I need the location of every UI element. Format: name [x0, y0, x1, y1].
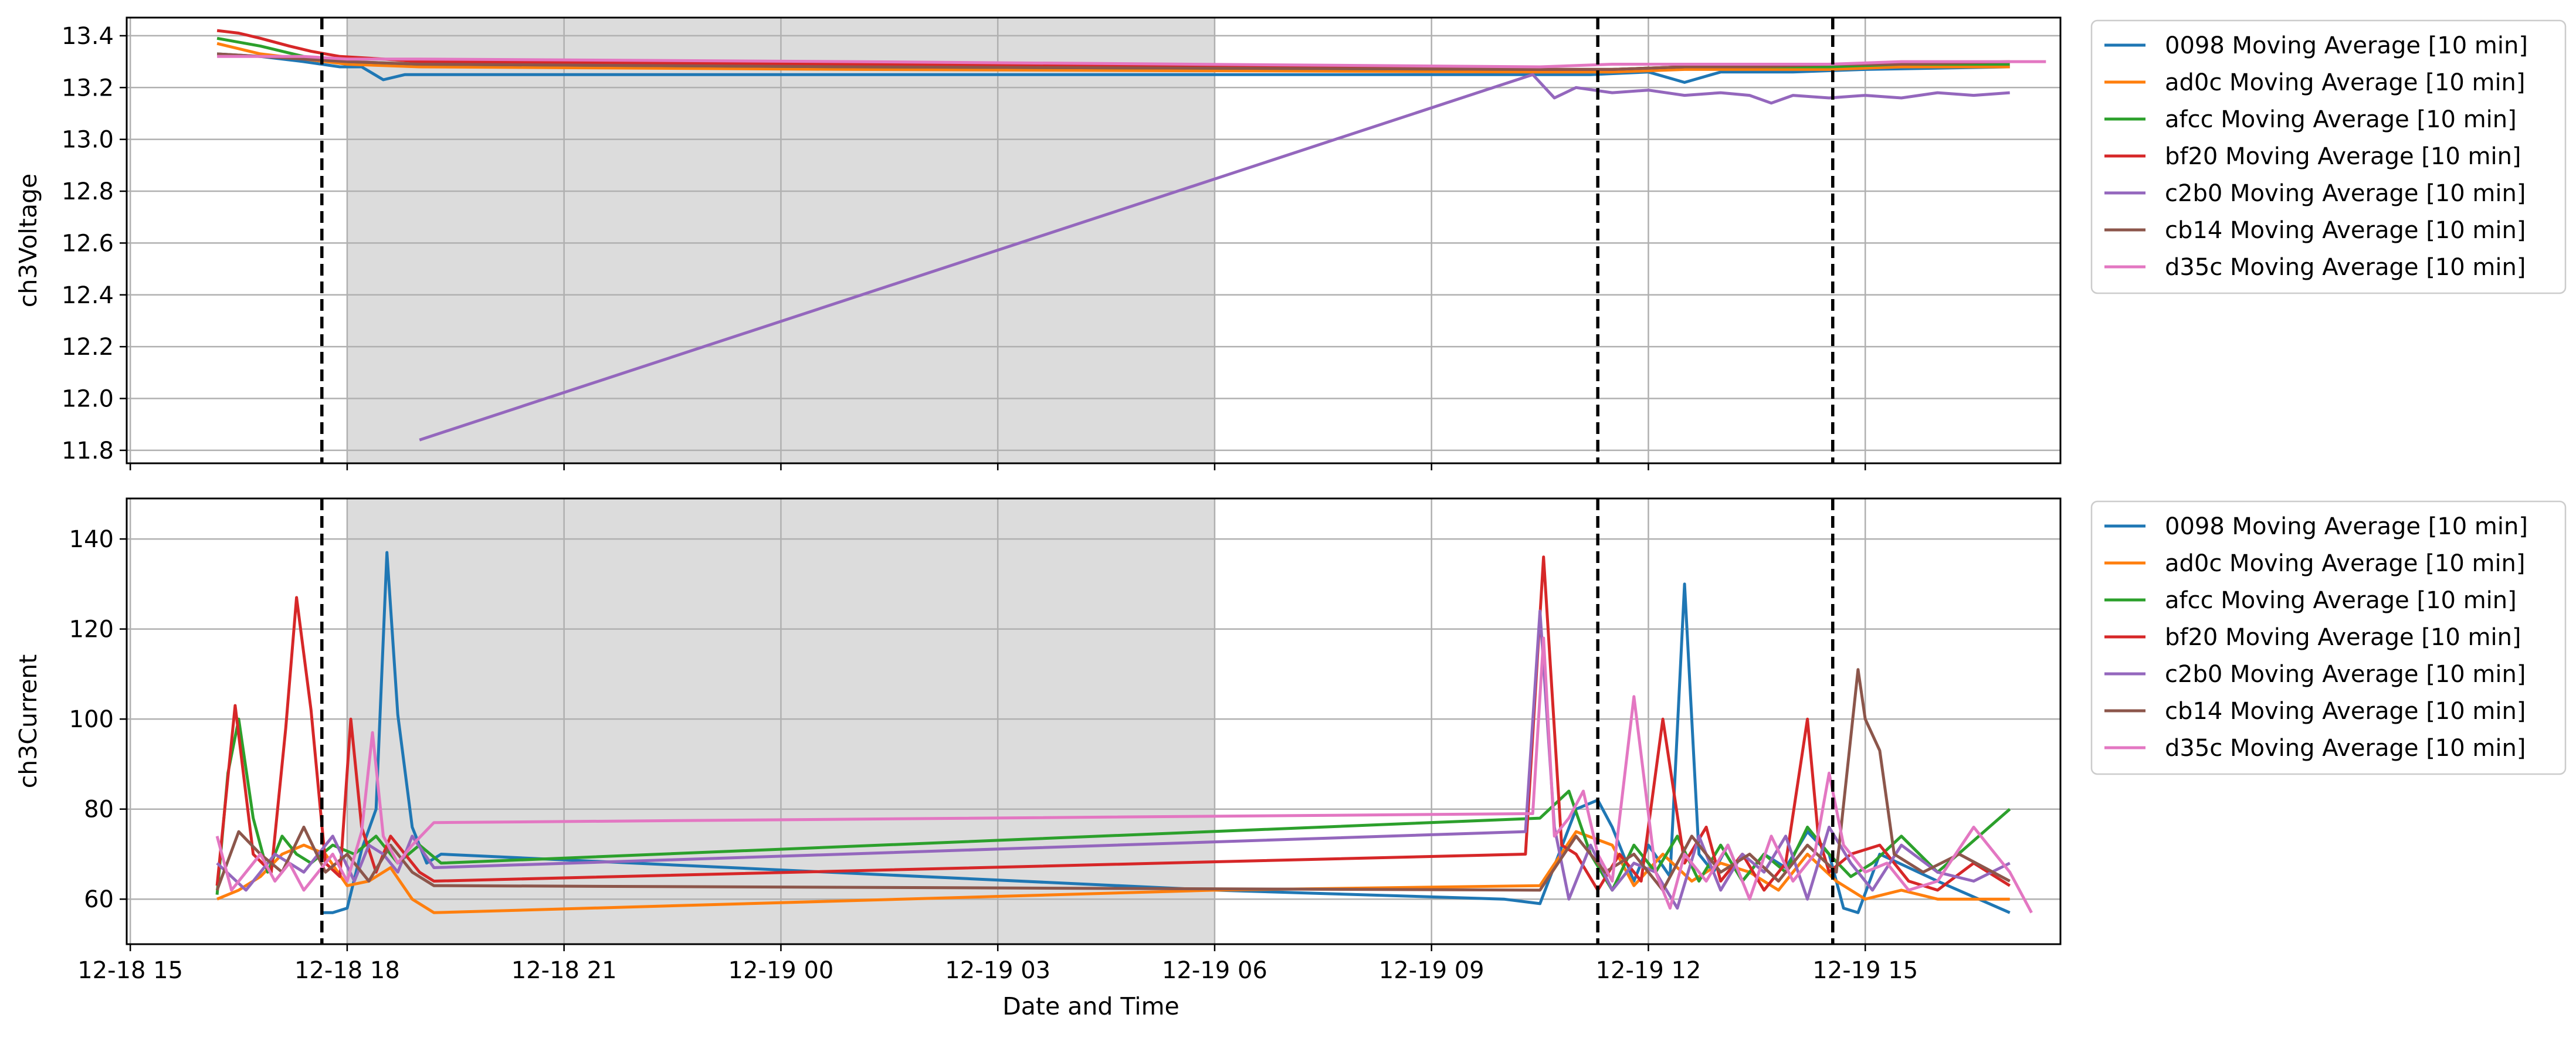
axes-frame [126, 497, 2062, 945]
series-group [216, 29, 2046, 442]
y-tick-label: 80 [84, 796, 114, 823]
x-tick-label: 12-18 18 [294, 957, 400, 984]
series-line-c2b0 [419, 73, 2010, 442]
y-tick-label: 120 [69, 616, 114, 643]
legend-label-ad0c: ad0c Moving Average [10 min] [2165, 69, 2526, 96]
x-tick-label: 12-19 15 [1812, 957, 1918, 984]
legend: 0098 Moving Average [10 min] ad0c Moving … [2090, 19, 2567, 294]
series-line-cb14 [215, 668, 2011, 892]
current-panel: 60 80 100 120 140 12-18 15 12-18 18 12-18 21 12-… [14, 497, 2567, 984]
series-line-d35c [215, 636, 2033, 914]
series-line-d35c [217, 55, 2046, 69]
x-tick-label: 12-19 12 [1596, 957, 1701, 984]
legend-label-bf20: bf20 Moving Average [10 min] [2165, 624, 2521, 651]
x-axis-label: Date and Time [1002, 992, 1179, 1020]
y-tick-label: 12.0 [62, 386, 114, 413]
x-tick-label: 12-19 03 [945, 957, 1050, 984]
y-tick-label: 13.0 [62, 127, 114, 154]
y-axis-label: ch3Current [14, 654, 42, 789]
axes-frame [126, 16, 2062, 464]
legend: 0098 Moving Average [10 min] ad0c Moving … [2090, 500, 2567, 775]
y-tick-label: 140 [69, 526, 114, 553]
y-tick-label: 60 [84, 886, 114, 913]
y-tick-label: 11.8 [62, 437, 114, 464]
x-tick-label: 12-19 00 [728, 957, 834, 984]
voltage-panel: 11.8 12.0 12.2 12.4 12.6 12.8 13.0 13.2 13.4 ch3V… [14, 16, 2567, 470]
legend-label-0098: 0098 Moving Average [10 min] [2165, 32, 2528, 59]
series-line-ad0c [216, 830, 2010, 914]
legend-box [2090, 500, 2567, 775]
legend-box [2090, 19, 2567, 294]
x-tick-label: 12-18 15 [77, 957, 183, 984]
y-tick-label: 12.6 [62, 230, 114, 257]
y-tick-label: 12.2 [62, 334, 114, 361]
legend-label-afcc: afcc Moving Average [10 min] [2165, 106, 2517, 133]
x-tick-label: 12-19 06 [1162, 957, 1267, 984]
y-tick-label: 13.4 [62, 23, 114, 50]
legend-label-c2b0: c2b0 Moving Average [10 min] [2165, 180, 2526, 207]
y-tick-label: 12.4 [62, 282, 114, 309]
legend-label-d35c: d35c Moving Average [10 min] [2165, 254, 2526, 281]
legend-label-afcc: afcc Moving Average [10 min] [2165, 587, 2517, 614]
legend-label-cb14: cb14 Moving Average [10 min] [2165, 698, 2526, 725]
y-tick-label: 100 [69, 706, 114, 733]
legend-label-cb14: cb14 Moving Average [10 min] [2165, 217, 2526, 244]
legend-label-ad0c: ad0c Moving Average [10 min] [2165, 550, 2526, 577]
x-tick-label: 12-18 21 [511, 957, 617, 984]
legend-label-bf20: bf20 Moving Average [10 min] [2165, 143, 2521, 170]
series-group [215, 551, 2033, 914]
x-tick-label: 12-19 09 [1379, 957, 1484, 984]
series-line-0098 [216, 52, 2010, 84]
y-axis-label: ch3Voltage [14, 174, 42, 307]
legend-label-0098: 0098 Moving Average [10 min] [2165, 513, 2528, 540]
y-tick-label: 13.2 [62, 74, 114, 101]
legend-label-c2b0: c2b0 Moving Average [10 min] [2165, 661, 2526, 688]
legend-label-d35c: d35c Moving Average [10 min] [2165, 735, 2526, 762]
y-tick-label: 12.8 [62, 178, 114, 205]
